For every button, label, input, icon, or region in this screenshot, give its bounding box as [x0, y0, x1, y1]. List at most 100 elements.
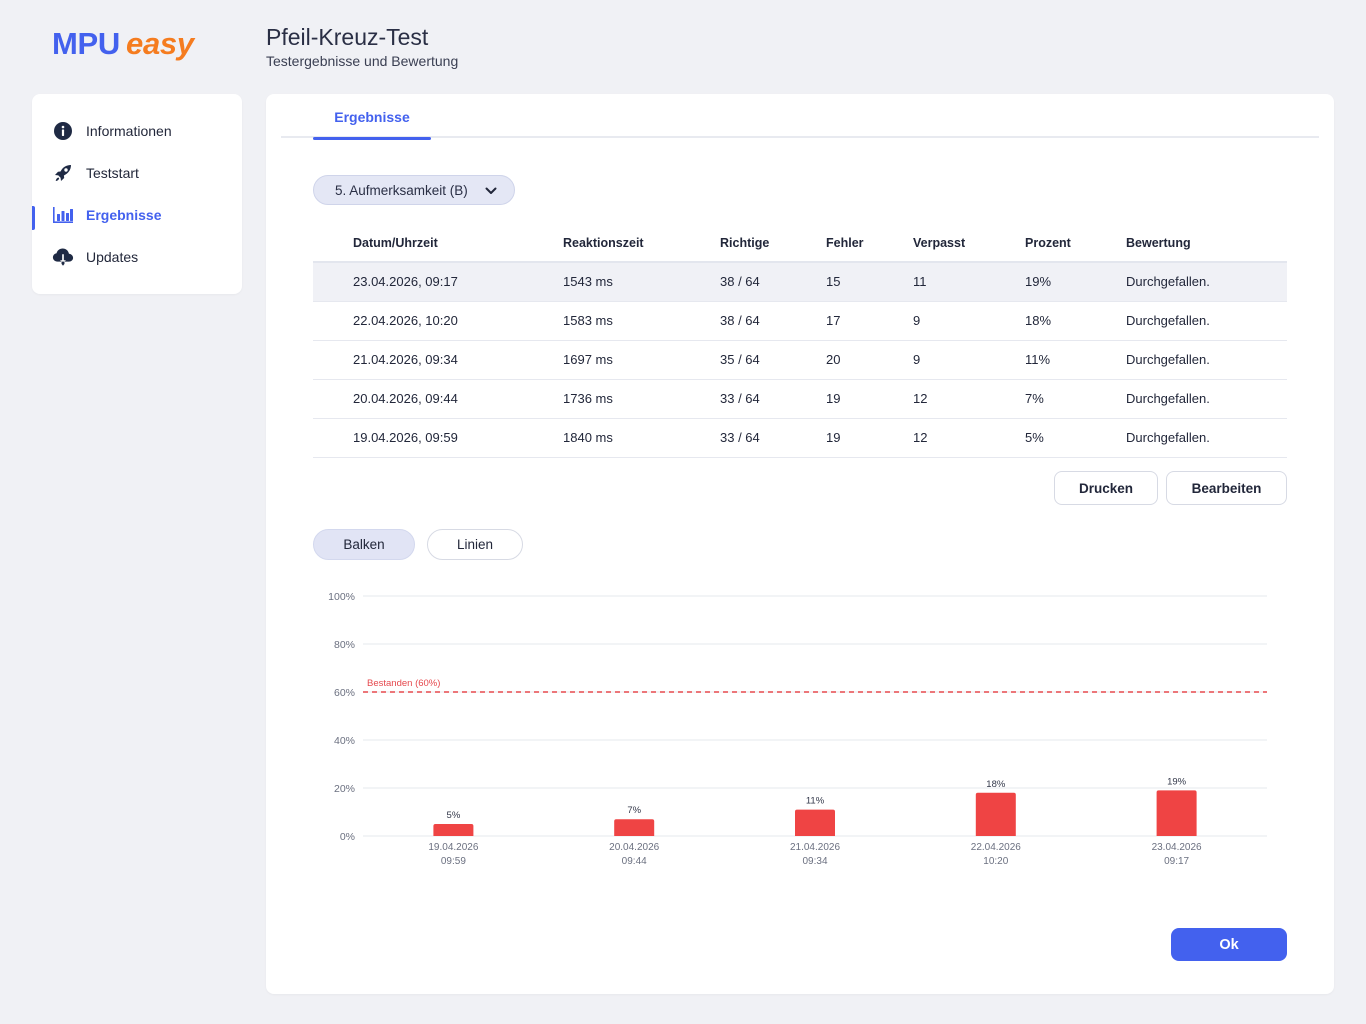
table-cell: 19%: [1025, 262, 1126, 302]
table-row[interactable]: 21.04.2026, 09:34 1697 ms 35 / 64 20 9 1…: [313, 340, 1287, 380]
table-cell: 1840 ms: [563, 418, 720, 458]
sidebar-item-teststart[interactable]: Teststart: [32, 156, 242, 190]
bar-value-label: 7%: [627, 805, 641, 816]
table-cell: 33 / 64: [720, 379, 826, 419]
table-cell: Durchgefallen.: [1126, 262, 1287, 302]
table-row[interactable]: 20.04.2026, 09:44 1736 ms 33 / 64 19 12 …: [313, 379, 1287, 419]
sidebar-item-label: Ergebnisse: [86, 207, 162, 223]
column-header: Bewertung: [1126, 224, 1287, 263]
chart-toggle-lines[interactable]: Linien: [427, 529, 523, 560]
y-tick-label: 100%: [328, 591, 355, 603]
table-cell: 15: [826, 262, 913, 302]
table-cell: Durchgefallen.: [1126, 418, 1287, 458]
page-subtitle: Testergebnisse und Bewertung: [266, 53, 459, 69]
sidebar-item-ergebnisse[interactable]: Ergebnisse: [32, 198, 242, 232]
table-cell: 11%: [1025, 340, 1126, 380]
edit-button[interactable]: Bearbeiten: [1166, 471, 1287, 505]
bar: [433, 824, 474, 836]
cloud-download-icon: [52, 246, 74, 268]
sidebar-item-label: Teststart: [86, 165, 139, 181]
sidebar-item-informationen[interactable]: Informationen: [32, 114, 242, 148]
test-select-dropdown[interactable]: 5. Aufmerksamkeit (B): [313, 175, 515, 205]
table-cell: 17: [826, 301, 913, 341]
x-tick-label-date: 22.04.2026: [971, 842, 1021, 853]
threshold-label: Bestanden (60%): [367, 678, 440, 689]
table-cell: 1736 ms: [563, 379, 720, 419]
bar: [975, 792, 1016, 836]
table-cell: 20.04.2026, 09:44: [313, 379, 563, 419]
print-button[interactable]: Drucken: [1054, 471, 1158, 505]
bar-value-label: 19%: [1167, 776, 1187, 787]
chevron-down-icon: [484, 184, 498, 201]
table-row[interactable]: 19.04.2026, 09:59 1840 ms 33 / 64 19 12 …: [313, 418, 1287, 458]
table-cell: Durchgefallen.: [1126, 340, 1287, 380]
column-header: Reaktionszeit: [563, 224, 720, 263]
x-tick-label-time: 09:17: [1164, 856, 1189, 867]
table-cell: 1697 ms: [563, 340, 720, 380]
table-cell: Durchgefallen.: [1126, 301, 1287, 341]
table-cell: 23.04.2026, 09:17: [313, 262, 563, 302]
y-tick-label: 20%: [334, 783, 355, 795]
table-cell: 9: [913, 301, 1025, 341]
x-tick-label-time: 09:59: [441, 856, 466, 867]
table-cell: 7%: [1025, 379, 1126, 419]
table-cell: 20: [826, 340, 913, 380]
sidebar: Informationen Teststart Ergebnisse Updat…: [32, 94, 242, 294]
column-header: Richtige: [720, 224, 826, 263]
column-header: Prozent: [1025, 224, 1126, 263]
table-cell: 35 / 64: [720, 340, 826, 380]
tab-bar: Ergebnisse: [281, 94, 1319, 140]
table-row[interactable]: 23.04.2026, 09:17 1543 ms 38 / 64 15 11 …: [313, 262, 1287, 302]
bar-value-label: 18%: [986, 779, 1006, 790]
app-logo: MPU easy: [52, 26, 194, 62]
x-tick-label-time: 10:20: [983, 856, 1008, 867]
rocket-icon: [52, 162, 74, 184]
table-cell: 21.04.2026, 09:34: [313, 340, 563, 380]
bar-value-label: 5%: [447, 810, 461, 821]
table-cell: 19.04.2026, 09:59: [313, 418, 563, 458]
x-tick-label-date: 20.04.2026: [609, 842, 659, 853]
bar-chart-icon: [52, 204, 74, 226]
table-cell: 1543 ms: [563, 262, 720, 302]
table-cell: 1583 ms: [563, 301, 720, 341]
y-tick-label: 0%: [340, 831, 355, 843]
tab-ergebnisse[interactable]: Ergebnisse: [313, 94, 431, 140]
x-tick-label-date: 19.04.2026: [428, 842, 478, 853]
table-cell: 5%: [1025, 418, 1126, 458]
bar: [795, 809, 835, 836]
x-tick-label-time: 09:34: [802, 856, 827, 867]
test-select-value: 5. Aufmerksamkeit (B): [335, 182, 468, 198]
info-icon: [52, 120, 74, 142]
table-cell: 38 / 64: [720, 262, 826, 302]
table-cell: 9: [913, 340, 1025, 380]
column-header: Fehler: [826, 224, 913, 263]
table-cell: Durchgefallen.: [1126, 379, 1287, 419]
bar: [1156, 790, 1197, 836]
ok-button[interactable]: Ok: [1171, 928, 1287, 961]
page-title: Pfeil-Kreuz-Test: [266, 24, 429, 50]
table-cell: 22.04.2026, 10:20: [313, 301, 563, 341]
sidebar-item-updates[interactable]: Updates: [32, 240, 242, 274]
results-bar-chart: 0% 20% 40% 60% 80% 100% Bestanden (60%) 5% 19.04…: [328, 591, 1267, 867]
x-tick-label-date: 21.04.2026: [790, 842, 840, 853]
table-cell: 12: [913, 418, 1025, 458]
logo-text-easy: easy: [126, 26, 194, 61]
table-cell: 33 / 64: [720, 418, 826, 458]
table-cell: 12: [913, 379, 1025, 419]
table-cell: 11: [913, 262, 1025, 302]
x-tick-label-time: 09:44: [622, 856, 647, 867]
chart-toggle-bars[interactable]: Balken: [313, 529, 415, 560]
table-cell: 19: [826, 418, 913, 458]
sidebar-item-label: Informationen: [86, 123, 172, 139]
table-cell: 19: [826, 379, 913, 419]
results-table: Datum/Uhrzeit Reaktionszeit Richtige Feh…: [313, 224, 1287, 458]
y-tick-label: 40%: [334, 735, 355, 747]
table-header-row: Datum/Uhrzeit Reaktionszeit Richtige Feh…: [313, 224, 1287, 263]
results-panel: Ergebnisse 5. Aufmerksamkeit (B) Datum/U…: [266, 94, 1334, 994]
table-row[interactable]: 22.04.2026, 10:20 1583 ms 38 / 64 17 9 1…: [313, 301, 1287, 341]
column-header: Datum/Uhrzeit: [313, 224, 563, 263]
bar-value-label: 11%: [806, 796, 825, 807]
sidebar-item-label: Updates: [86, 249, 139, 265]
bar: [614, 819, 655, 836]
logo-text-mpu: MPU: [52, 26, 120, 61]
